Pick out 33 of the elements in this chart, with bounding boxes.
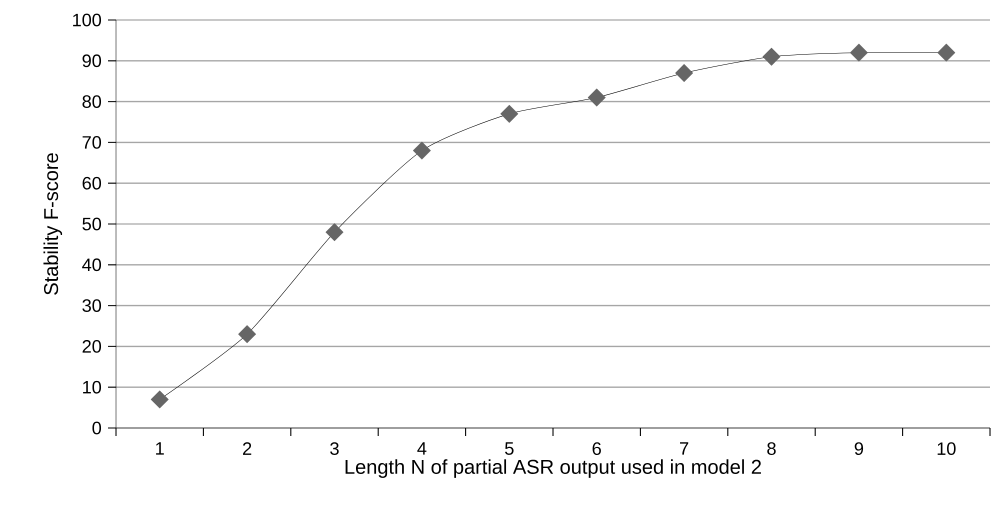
x-axis-title: Length N of partial ASR output used in model 2	[346, 459, 761, 478]
x-tick-label: 1	[156, 442, 164, 455]
x-tick-label: 5	[505, 442, 514, 455]
y-tick-label: 80	[82, 95, 102, 108]
x-tick-label: 8	[767, 442, 776, 455]
y-tick-label: 0	[92, 422, 102, 434]
y-tick-label: 70	[82, 136, 102, 149]
x-tick-label: 3	[330, 442, 339, 455]
point	[150, 390, 169, 408]
y-tick-label: 60	[82, 176, 102, 190]
point	[762, 48, 780, 66]
point	[588, 88, 606, 106]
y-tick-label: 100	[73, 14, 102, 26]
y-tick-label: 20	[82, 340, 102, 353]
x-tick-label: 2	[243, 442, 252, 455]
point	[675, 64, 694, 82]
y-axis-title: Stability F-score	[43, 153, 62, 295]
point	[238, 325, 256, 344]
y-tick-label: 30	[82, 299, 102, 312]
y-tick-label: 90	[82, 54, 102, 68]
y-tick-label: 10	[83, 380, 102, 394]
x-tick-label: 9	[854, 442, 864, 455]
y-tick-label: 50	[82, 218, 102, 230]
x-tick-label: 7	[680, 442, 688, 455]
point	[850, 44, 868, 62]
y-tick-label: 40	[82, 258, 102, 272]
x-tick-label: 6	[592, 442, 601, 455]
point	[937, 44, 956, 62]
point	[500, 104, 518, 123]
point	[326, 223, 344, 242]
x-tick-label: 10	[938, 442, 956, 455]
point	[412, 142, 431, 160]
x-tick-label: 4	[417, 442, 426, 455]
